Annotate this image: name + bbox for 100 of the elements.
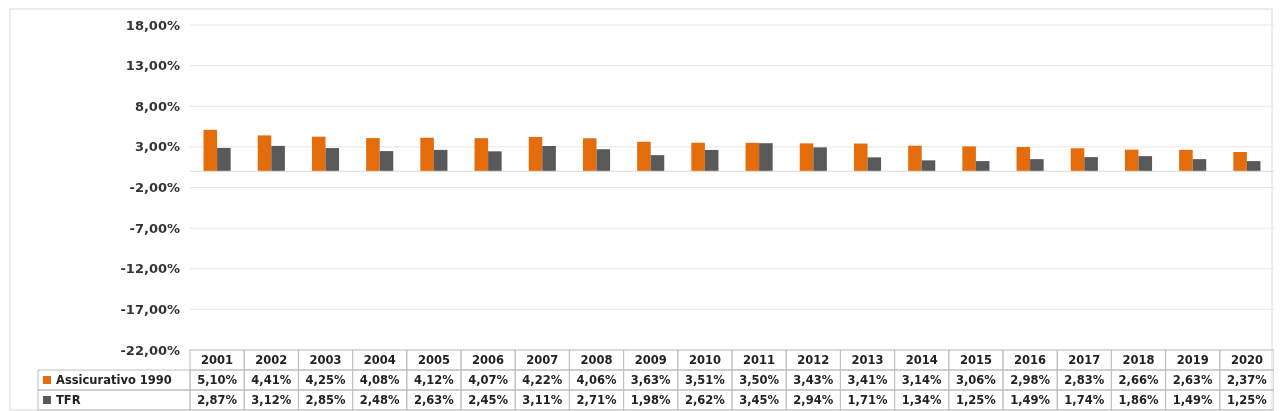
data-label: 3,11%	[522, 393, 563, 408]
data-label: 2,71%	[576, 393, 617, 408]
legend-label: TFR	[56, 393, 81, 408]
data-label: 3,51%	[684, 373, 726, 388]
y-tick-label: -17,00%	[120, 301, 180, 317]
data-label: 4,08%	[359, 373, 401, 388]
y-tick-label: -12,00%	[120, 261, 180, 277]
bar	[420, 137, 434, 172]
bar	[853, 143, 868, 172]
data-label: 2,87%	[197, 393, 238, 408]
data-label: 3,12%	[251, 393, 292, 408]
bar	[1124, 149, 1139, 172]
data-label: 2,98%	[1010, 373, 1051, 388]
x-tick-label: 2007	[526, 353, 559, 368]
y-tick-label: 3,00%	[134, 139, 180, 155]
data-label: 3,45%	[739, 393, 780, 408]
x-tick-label: 2011	[743, 353, 776, 368]
y-tick-label: 13,00%	[125, 58, 180, 74]
bar	[1138, 156, 1153, 172]
bar	[637, 141, 651, 172]
x-tick-label: 2012	[797, 353, 830, 368]
x-tick-label: 2019	[1176, 353, 1209, 368]
x-tick-label: 2004	[363, 353, 396, 368]
x-tick-label: 2003	[309, 353, 342, 368]
data-label: 3,63%	[630, 373, 672, 388]
data-label: 4,06%	[576, 373, 617, 388]
bar	[759, 143, 773, 172]
data-label: 3,06%	[955, 373, 997, 388]
data-label: 4,25%	[305, 373, 346, 388]
bar	[528, 136, 543, 172]
y-tick-label: 18,00%	[125, 17, 180, 33]
bar	[867, 157, 882, 172]
bar	[474, 138, 489, 172]
data-label: 1,98%	[630, 393, 672, 408]
legend-label: Assicurativo 1990	[56, 373, 172, 388]
bar	[1179, 149, 1193, 172]
x-tick-label: 2009	[634, 353, 667, 368]
data-label: 2,63%	[1172, 373, 1214, 388]
y-tick-label: -7,00%	[129, 220, 180, 236]
bar	[433, 149, 448, 172]
bar	[1192, 159, 1207, 172]
bar	[962, 146, 976, 172]
data-label: 4,12%	[413, 373, 455, 388]
bar	[704, 149, 719, 172]
bar	[542, 145, 556, 172]
bar	[271, 145, 285, 172]
bar	[1030, 159, 1044, 172]
x-tick-label: 2016	[1014, 353, 1047, 368]
data-label: 3,41%	[847, 373, 888, 388]
data-label: 2,62%	[684, 393, 726, 408]
bar	[1016, 147, 1031, 172]
data-label: 1,71%	[847, 393, 888, 408]
bar	[582, 138, 597, 172]
data-label: 2,83%	[1064, 373, 1105, 388]
bar	[1084, 157, 1098, 172]
bar	[217, 147, 231, 172]
x-tick-label: 2002	[255, 353, 288, 368]
data-label: 2,48%	[359, 393, 401, 408]
data-label: 3,43%	[793, 373, 834, 388]
data-label: 3,50%	[739, 373, 780, 388]
data-label: 2,45%	[468, 393, 509, 408]
data-label: 2,85%	[305, 393, 346, 408]
x-tick-label: 2015	[959, 353, 992, 368]
bar	[366, 138, 380, 172]
x-tick-label: 2018	[1122, 353, 1155, 368]
x-tick-label: 2017	[1068, 353, 1101, 368]
bar	[799, 143, 814, 172]
bar	[921, 160, 936, 172]
y-tick-label: -22,00%	[120, 342, 180, 358]
data-label: 4,41%	[251, 373, 292, 388]
data-label: 1,86%	[1118, 393, 1159, 408]
bar	[691, 142, 705, 172]
bar	[975, 161, 990, 172]
data-label: 2,63%	[413, 393, 455, 408]
x-tick-label: 2020	[1230, 353, 1263, 368]
bar	[488, 151, 502, 172]
bar	[203, 129, 218, 172]
bar	[257, 135, 272, 172]
x-tick-label: 2013	[851, 353, 884, 368]
data-label: 3,14%	[901, 373, 943, 388]
y-tick-label: 8,00%	[134, 98, 180, 114]
bar	[1246, 161, 1261, 172]
bar	[379, 151, 394, 172]
data-label: 2,37%	[1226, 373, 1268, 388]
x-tick-label: 2006	[472, 353, 505, 368]
bar	[311, 136, 326, 172]
bar	[325, 148, 340, 172]
bar	[908, 145, 922, 172]
bar	[596, 149, 611, 172]
x-tick-label: 2014	[905, 353, 938, 368]
data-label: 1,25%	[1226, 393, 1268, 408]
bar	[1233, 151, 1247, 172]
data-label: 4,07%	[468, 373, 509, 388]
y-tick-label: -2,00%	[129, 180, 180, 196]
bar	[813, 147, 827, 172]
bar	[650, 155, 665, 172]
x-tick-label: 2010	[688, 353, 721, 368]
data-label: 5,10%	[197, 373, 238, 388]
data-label: 1,49%	[1010, 393, 1051, 408]
data-label: 4,22%	[522, 373, 563, 388]
